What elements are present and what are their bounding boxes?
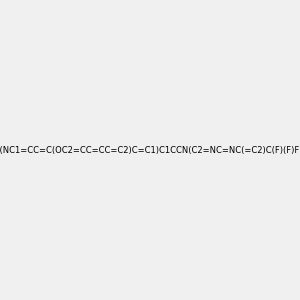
Text: O=C(NC1=CC=C(OC2=CC=CC=C2)C=C1)C1CCN(C2=NC=NC(=C2)C(F)(F)F)CC1: O=C(NC1=CC=C(OC2=CC=CC=C2)C=C1)C1CCN(C2=…	[0, 146, 300, 154]
